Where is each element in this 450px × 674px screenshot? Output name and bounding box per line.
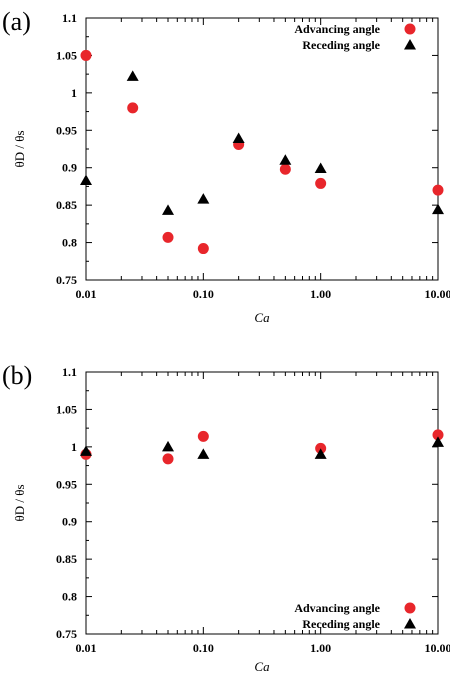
receding-point [162, 440, 175, 452]
x-tick-label: 0.10 [193, 641, 214, 655]
legend-label: Receding angle [302, 38, 380, 52]
panel-label: (a) [2, 7, 31, 36]
receding-point [80, 174, 92, 185]
advancing-point [279, 163, 291, 175]
receding-point [232, 132, 245, 144]
y-tick-label: 0.8 [62, 236, 77, 250]
receding-point [197, 193, 210, 204]
y-tick-label: 0.75 [56, 627, 77, 641]
legend-label: Advancing angle [294, 22, 380, 36]
x-tick-label: 0.01 [76, 287, 97, 301]
x-axis-label: Ca [254, 310, 270, 325]
legend-marker [404, 618, 416, 629]
y-tick-label: 0.9 [62, 515, 77, 529]
x-tick-label: 1.00 [310, 287, 331, 301]
receding-point [279, 154, 292, 165]
series-circle [80, 49, 444, 255]
y-tick-label: 0.95 [56, 477, 77, 491]
legend-label: Receding angle [302, 617, 380, 631]
plot-frame [85, 371, 439, 635]
y-tick-label: 1.05 [56, 402, 77, 416]
advancing-point [80, 49, 92, 61]
x-tick-label: 10.00 [425, 287, 450, 301]
panel-a: 0.75 0.8 0.85 0.9 0.95 1 1.05 1.1 0.01 0.10 1.00 10… [2, 7, 450, 325]
y-axis-label: θD / θs [12, 484, 27, 521]
y-tick-label: 1 [71, 86, 77, 100]
receding-point [432, 436, 444, 447]
legend-marker [404, 23, 416, 35]
receding-point [162, 204, 175, 215]
y-tick-label: 0.75 [56, 273, 77, 287]
x-tick-label: 0.01 [76, 641, 97, 655]
advancing-point [162, 453, 174, 465]
y-tick-label: 0.8 [62, 590, 77, 604]
advancing-point [162, 231, 174, 243]
receding-point [314, 162, 327, 173]
legend-marker [404, 39, 416, 50]
receding-point [126, 70, 139, 81]
panel-label: (b) [2, 361, 32, 390]
series-circle [80, 429, 444, 465]
receding-point [197, 448, 210, 459]
plot-frame [85, 17, 439, 281]
x-tick-label: 0.10 [193, 287, 214, 301]
y-tick-label: 0.85 [56, 198, 77, 212]
x-axis-label: Ca [254, 659, 270, 674]
receding-point [314, 448, 327, 459]
advancing-point [315, 177, 327, 189]
receding-point [80, 445, 92, 456]
series-triangle [80, 436, 444, 459]
y-tick-label: 0.85 [56, 552, 77, 566]
y-axis-label: θD / θs [12, 130, 27, 167]
y-tick-label: 1 [71, 440, 77, 454]
y-tick-label: 1.1 [62, 365, 77, 379]
legend-marker [404, 602, 416, 614]
legend-label: Advancing angle [294, 601, 380, 615]
advancing-point [432, 184, 444, 196]
advancing-point [127, 102, 139, 114]
y-tick-label: 1.05 [56, 48, 77, 62]
y-tick-label: 0.95 [56, 123, 77, 137]
receding-point [432, 203, 444, 215]
panel-b: 0.75 0.8 0.85 0.9 0.95 1 1.05 1.1 0.01 0.10 1.00 10… [2, 361, 450, 674]
advancing-point [432, 429, 444, 441]
advancing-point [197, 243, 209, 255]
advancing-point [197, 430, 209, 442]
y-tick-label: 0.9 [62, 161, 77, 175]
series-triangle [80, 70, 444, 215]
x-tick-label: 1.00 [310, 641, 331, 655]
x-tick-label: 10.00 [425, 641, 450, 655]
y-tick-label: 1.1 [62, 11, 77, 25]
